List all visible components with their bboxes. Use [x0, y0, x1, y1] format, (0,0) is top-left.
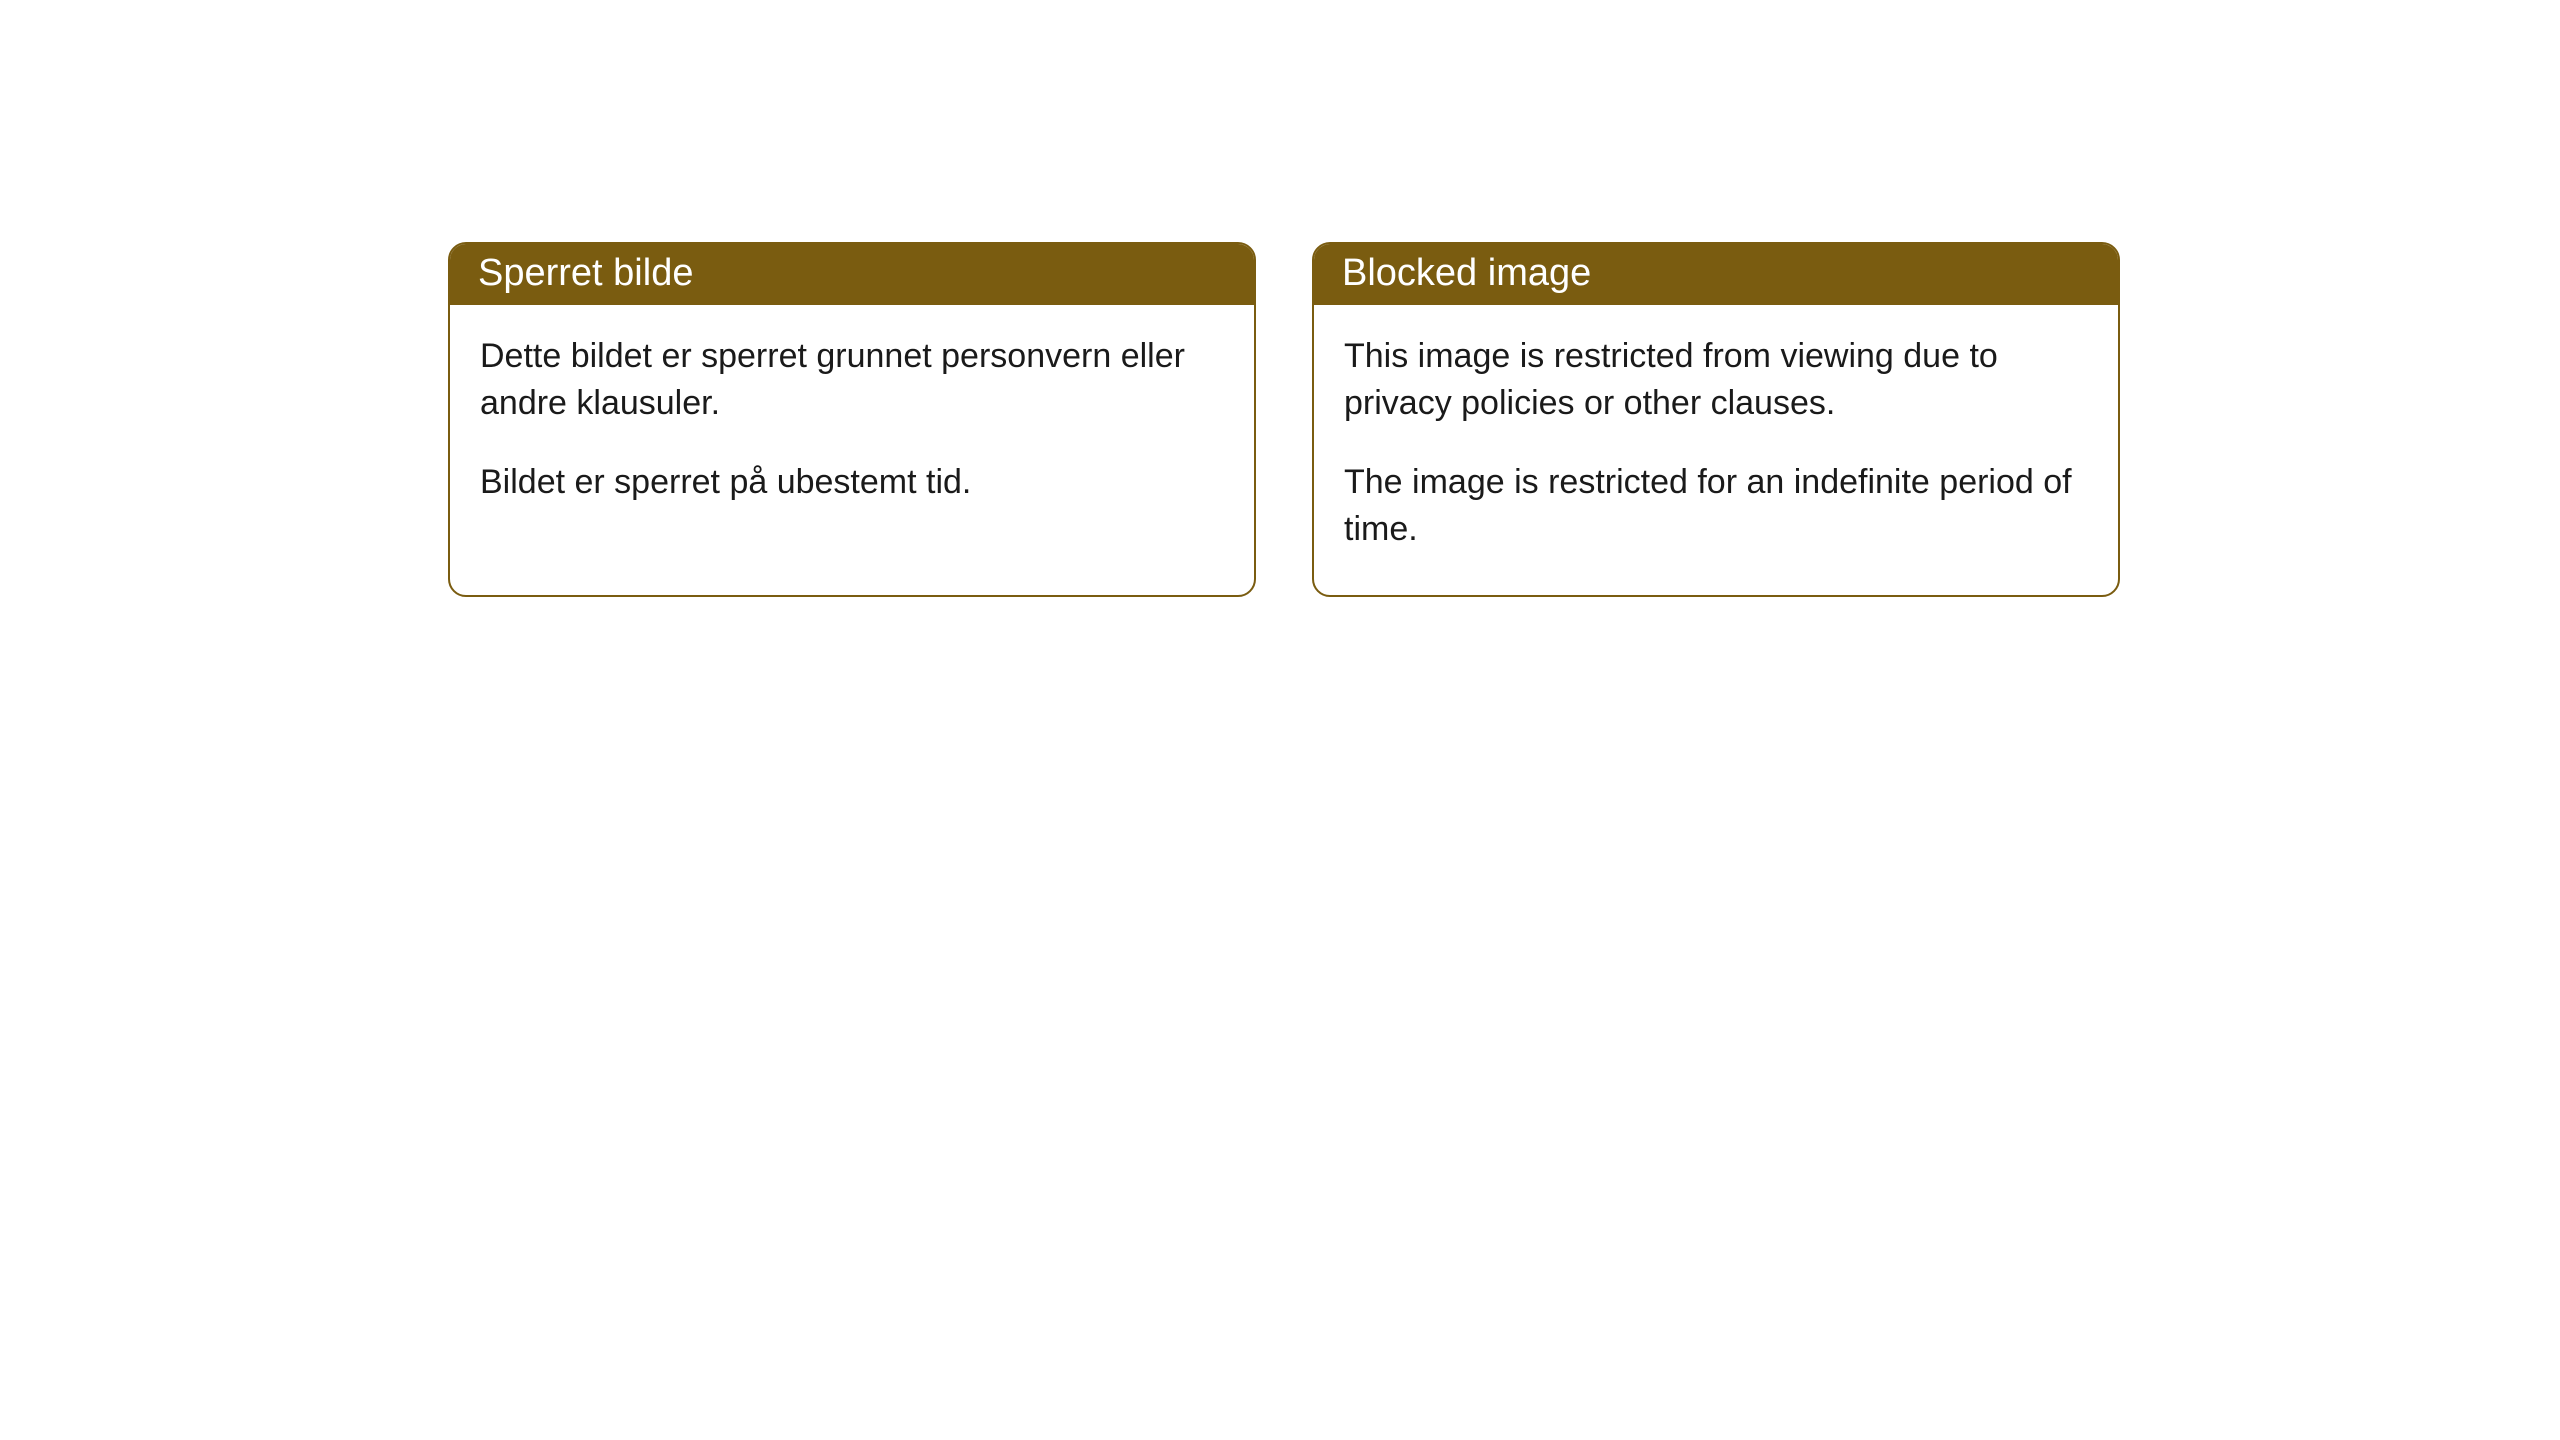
- notice-container: Sperret bilde Dette bildet er sperret gr…: [0, 0, 2560, 597]
- notice-title-english: Blocked image: [1314, 244, 2118, 305]
- notice-paragraph: Bildet er sperret på ubestemt tid.: [480, 459, 1224, 506]
- notice-paragraph: Dette bildet er sperret grunnet personve…: [480, 333, 1224, 427]
- notice-body-english: This image is restricted from viewing du…: [1314, 305, 2118, 595]
- notice-card-norwegian: Sperret bilde Dette bildet er sperret gr…: [448, 242, 1256, 597]
- notice-paragraph: The image is restricted for an indefinit…: [1344, 459, 2088, 553]
- notice-paragraph: This image is restricted from viewing du…: [1344, 333, 2088, 427]
- notice-body-norwegian: Dette bildet er sperret grunnet personve…: [450, 305, 1254, 548]
- notice-title-norwegian: Sperret bilde: [450, 244, 1254, 305]
- notice-card-english: Blocked image This image is restricted f…: [1312, 242, 2120, 597]
